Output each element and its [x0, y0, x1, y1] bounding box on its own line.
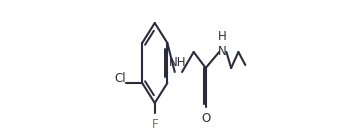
Text: H
N: H N: [218, 30, 227, 58]
Text: F: F: [151, 118, 158, 131]
Text: NH: NH: [169, 56, 187, 70]
Text: Cl: Cl: [114, 72, 126, 84]
Text: O: O: [201, 112, 210, 125]
